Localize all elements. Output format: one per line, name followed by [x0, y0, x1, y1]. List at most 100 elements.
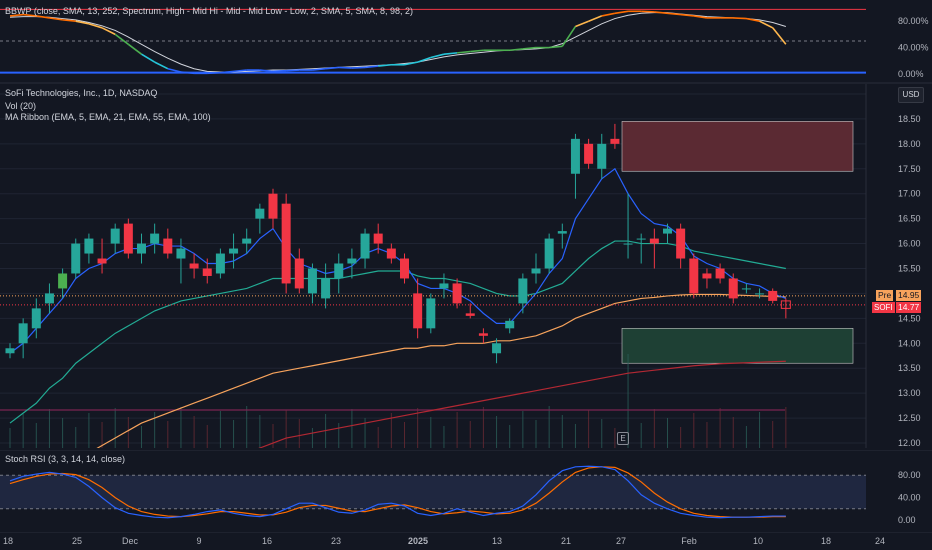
candle	[189, 263, 199, 269]
candle	[176, 248, 186, 259]
stoch-label[interactable]: Stoch RSI (3, 3, 14, 14, close)	[5, 454, 126, 464]
volume-bar	[88, 413, 90, 448]
time-tick: 13	[492, 536, 502, 546]
bbwp-line-segment	[325, 66, 339, 70]
time-tick: 27	[616, 536, 626, 546]
bbwp-tick: 0.00%	[898, 69, 924, 79]
bbwp-line-segment	[588, 15, 603, 22]
volume-bar	[259, 415, 261, 448]
ema100-line	[258, 360, 786, 448]
time-tick: 18	[821, 536, 831, 546]
volume-bar	[732, 417, 734, 448]
candle	[413, 293, 423, 329]
volume-bar	[101, 422, 103, 448]
bbwp-line-segment	[417, 56, 432, 63]
bbwp-line-segment	[259, 69, 274, 73]
bbwp-line-segment	[746, 17, 760, 22]
volume-bar	[706, 422, 708, 448]
pre-market-price: 14.95	[896, 290, 922, 301]
volume-bar	[285, 410, 287, 448]
candle	[755, 293, 765, 295]
bbwp-line-segment	[272, 69, 287, 73]
volume-bar	[311, 428, 313, 448]
volume-bar	[456, 412, 458, 448]
volume-bar	[640, 423, 642, 448]
time-tick: 23	[331, 536, 341, 546]
bbwp-line-segment	[49, 17, 63, 21]
bbwp-line-segment	[561, 26, 577, 47]
bbwp-line-segment	[36, 15, 50, 19]
candle	[373, 233, 383, 244]
stoch-d-line	[9, 466, 786, 518]
bbwp-line-segment	[509, 48, 523, 52]
candle	[702, 273, 712, 279]
candle	[294, 258, 304, 289]
candle	[780, 300, 791, 309]
volume-bar	[785, 407, 787, 448]
candle	[557, 231, 567, 234]
bbwp-line-segment	[549, 45, 563, 49]
time-axis-labels: 18 25 Dec 9 16 23 2025 13 21 27 Feb 10 18 24	[0, 532, 932, 546]
candle	[110, 228, 120, 244]
volume-bar	[535, 420, 537, 448]
currency-button[interactable]: USD	[898, 87, 924, 103]
bbwp-pane: 80.00% 40.00% 0.00% BBWP (close, SMA, 13, …	[0, 0, 932, 84]
price-tick: 15.50	[898, 263, 921, 273]
candle	[215, 253, 225, 274]
candle	[137, 243, 146, 254]
bbwp-line-segment	[470, 49, 484, 53]
candle	[163, 238, 173, 254]
volume-bar	[404, 422, 405, 448]
candle	[150, 233, 160, 244]
bbwp-chart: 80.00% 40.00% 0.00%	[0, 0, 932, 84]
bbwp-label[interactable]: BBWP (close, SMA, 13, 252, Spectrum, Hig…	[5, 6, 413, 16]
candle	[663, 228, 672, 234]
candle	[597, 143, 607, 169]
volume-bar	[48, 409, 50, 448]
volume-bar	[680, 427, 682, 448]
bbwp-line-segment	[575, 20, 589, 28]
candle	[360, 233, 370, 259]
price-chart[interactable]: 19.0018.5018.0017.5017.0016.5016.0015.50…	[0, 84, 932, 448]
time-tick: 2025	[408, 536, 428, 546]
bbwp-line-segment	[614, 10, 629, 15]
bbwp-line-segment	[759, 20, 774, 29]
bbwp-line-segment	[522, 46, 537, 50]
ma-ribbon-label[interactable]: MA Ribbon (EMA, 5, EMA, 21, EMA, 55, EMA…	[5, 112, 211, 122]
stoch-band	[0, 475, 866, 509]
bbwp-line-segment	[167, 67, 182, 73]
volume-bar	[496, 416, 498, 448]
volume-bar	[693, 413, 695, 448]
volume-bar	[114, 408, 116, 448]
bbwp-line-segment	[127, 43, 142, 55]
candle	[242, 238, 252, 244]
volume-bar	[22, 414, 24, 448]
volume-bar	[522, 411, 524, 448]
bbwp-line-segment	[667, 12, 681, 16]
bbwp-line-segment	[351, 66, 366, 69]
bbwp-line-segment	[286, 69, 300, 72]
bbwp-line-segment	[364, 65, 379, 69]
bbwp-line-segment	[141, 53, 156, 63]
bbwp-line-segment	[601, 12, 616, 17]
time-tick: Feb	[681, 536, 697, 546]
candle	[426, 298, 436, 329]
ema55-line	[96, 293, 786, 448]
candle	[229, 248, 239, 254]
volume-bar	[141, 426, 142, 448]
earnings-marker[interactable]: E	[617, 432, 629, 445]
bbwp-tick: 40.00%	[898, 43, 929, 53]
bbwp-line-segment	[23, 13, 37, 17]
candle	[610, 138, 620, 144]
bbwp-line-segment	[88, 23, 103, 29]
volume-bar	[745, 426, 747, 448]
candle	[623, 243, 633, 245]
volume-bar	[719, 408, 721, 448]
chart-title[interactable]: SoFi Technologies, Inc., 1D, NASDAQ	[5, 88, 158, 98]
candle	[452, 283, 462, 304]
candle	[439, 283, 449, 289]
volume-label[interactable]: Vol (20)	[5, 101, 37, 111]
bbwp-line-segment	[457, 50, 471, 54]
time-axis[interactable]: 18 25 Dec 9 16 23 2025 13 21 27 Feb 10 18 24	[0, 532, 932, 550]
candle	[741, 288, 751, 290]
